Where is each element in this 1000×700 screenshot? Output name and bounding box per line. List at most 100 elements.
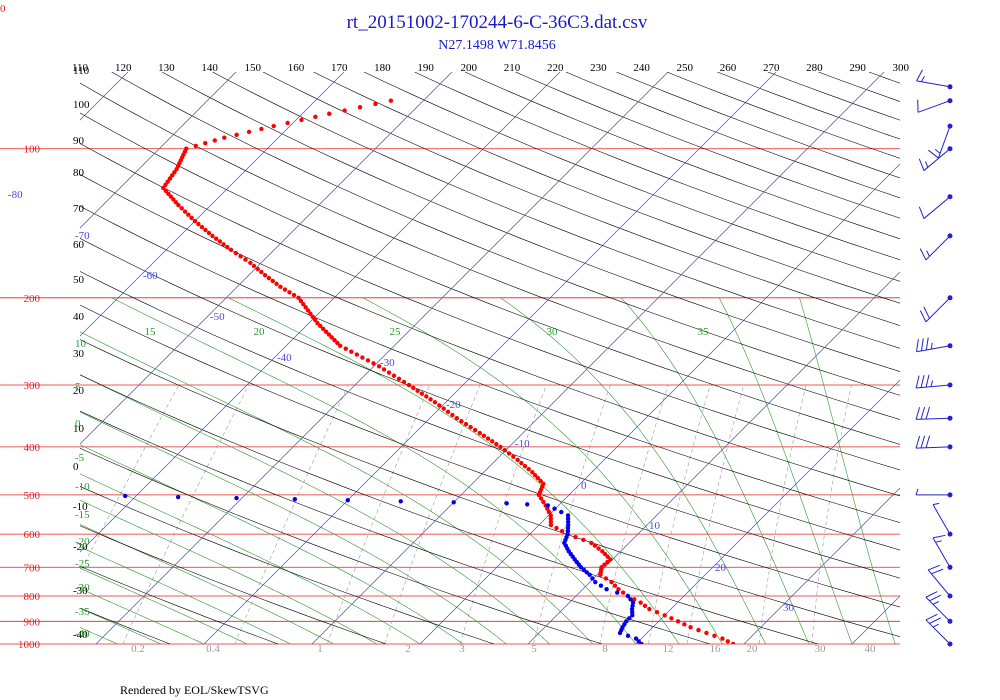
dewpoint-point (565, 513, 571, 518)
temperature-point (299, 117, 304, 123)
temperature-point (589, 540, 594, 546)
wind-barb-feather (928, 149, 939, 159)
moist-adiabat-line (80, 473, 421, 644)
wind-barb-feather (920, 435, 926, 449)
dewpoint-point (44, 391, 48, 395)
wind-barb-feather (929, 617, 942, 624)
temperature-point (337, 343, 343, 349)
dry-adiabat-line (262, 72, 900, 326)
temperature-point (647, 606, 652, 612)
moist-adiabat-line (80, 524, 334, 644)
temperature-point (424, 394, 429, 399)
dewpoint-point (624, 619, 629, 624)
isotherm-line (635, 379, 900, 644)
temperature-point (468, 424, 473, 430)
temperature-point (725, 639, 731, 644)
isotherm-label: -80 (8, 189, 23, 201)
isotherm-line (960, 72, 1000, 644)
temperature-point (419, 391, 425, 396)
pressure-tick-label: 1000 (18, 639, 41, 651)
temperature-point (602, 551, 608, 557)
dewpoint-point (627, 616, 632, 621)
isotherm-line (0, 72, 20, 644)
dry-adiabat-top-label: 290 (849, 62, 866, 74)
temperature-point (450, 412, 455, 418)
temperature-point (675, 619, 681, 624)
wind-barb-staff (925, 235, 951, 261)
mixing-ratio-label: 1 (317, 643, 323, 655)
temperature-point (605, 554, 610, 559)
mixing-ratio-lines (80, 384, 852, 644)
temperature-point (548, 522, 554, 528)
temperature-point (545, 506, 550, 511)
wind-barb (915, 488, 953, 498)
moist-adiabat-left-label: -30 (75, 582, 90, 594)
pressure-tick-label: 600 (24, 529, 41, 541)
isobar-lines (0, 148, 900, 645)
dewpoint-point (628, 597, 633, 602)
temperature-point (291, 292, 297, 298)
dry-adiabat-left-label: 0 (73, 461, 79, 473)
wind-barb-feather (915, 407, 921, 420)
wind-barb-feather (915, 435, 921, 449)
isotherm-line (80, 72, 237, 229)
temperature-point (203, 141, 208, 146)
render-credit: Rendered by EOL/SkewTSVG (120, 683, 269, 697)
temperature-point (463, 421, 469, 427)
dewpoint-point (565, 522, 571, 528)
dry-adiabat-top-label: 250 (677, 62, 694, 74)
wind-barb-feather (925, 591, 938, 598)
moist-adiabat-line (799, 297, 896, 644)
dry-adiabat-lines (80, 72, 900, 644)
chart-subtitle: N27.1498 W71.8456 (438, 38, 556, 53)
wind-barb-feather (918, 158, 925, 171)
wind-barb-staff (923, 148, 951, 171)
temperature-point (532, 472, 538, 478)
temperature-point (323, 329, 329, 334)
moist-adiabat-line (80, 374, 550, 644)
mixing-ratio-label: 16 (710, 643, 722, 655)
moist-adiabat-label: 15 (145, 326, 157, 338)
dry-adiabat-top-label: 210 (504, 62, 521, 74)
temperature-point (546, 509, 552, 515)
temperature-point (266, 275, 272, 281)
moist-adiabat-left-label: 5 (75, 381, 81, 393)
wind-barb-half-feather (934, 149, 941, 154)
dry-adiabat-line (363, 72, 900, 282)
temperature-point (243, 257, 248, 262)
temperature-point (603, 576, 609, 581)
temperature-point (386, 370, 392, 375)
isotherm-line (80, 72, 345, 337)
wind-barb-staff (917, 100, 951, 113)
temperature-point (396, 376, 402, 381)
temperature-point (270, 278, 275, 284)
dry-adiabat-top-label: 120 (115, 62, 132, 74)
isotherm-lines (0, 72, 1000, 644)
temperature-point (373, 101, 378, 107)
temperature-point (441, 406, 446, 411)
dry-adiabat-left-label: 20 (73, 385, 85, 397)
temperature-point (548, 513, 553, 518)
temperature-point (720, 636, 725, 641)
isotherm-line (743, 487, 900, 644)
dewpoint-point (552, 506, 557, 511)
dry-adiabat-line (80, 410, 711, 644)
mixing-ratio-label: 20 (747, 643, 759, 655)
temperature-point (391, 373, 397, 378)
dewpoint-point (545, 503, 550, 508)
temperature-point (506, 451, 512, 456)
temperature-point (573, 534, 578, 540)
moist-adiabat-line (80, 567, 248, 644)
temperature-point (662, 613, 667, 618)
temperature-point (477, 430, 482, 436)
temperature-point (179, 206, 184, 211)
dry-adiabat-top-label: 130 (158, 62, 175, 74)
temperature-point (632, 597, 637, 602)
dewpoint-point (123, 493, 128, 499)
dewpoint-point (559, 509, 564, 515)
temperature-point (401, 379, 407, 385)
dewpoint-point (598, 583, 604, 588)
moist-adiabat-line (80, 607, 161, 644)
dewpoint-point (14, 370, 18, 374)
dewpoint-point (64, 413, 68, 417)
